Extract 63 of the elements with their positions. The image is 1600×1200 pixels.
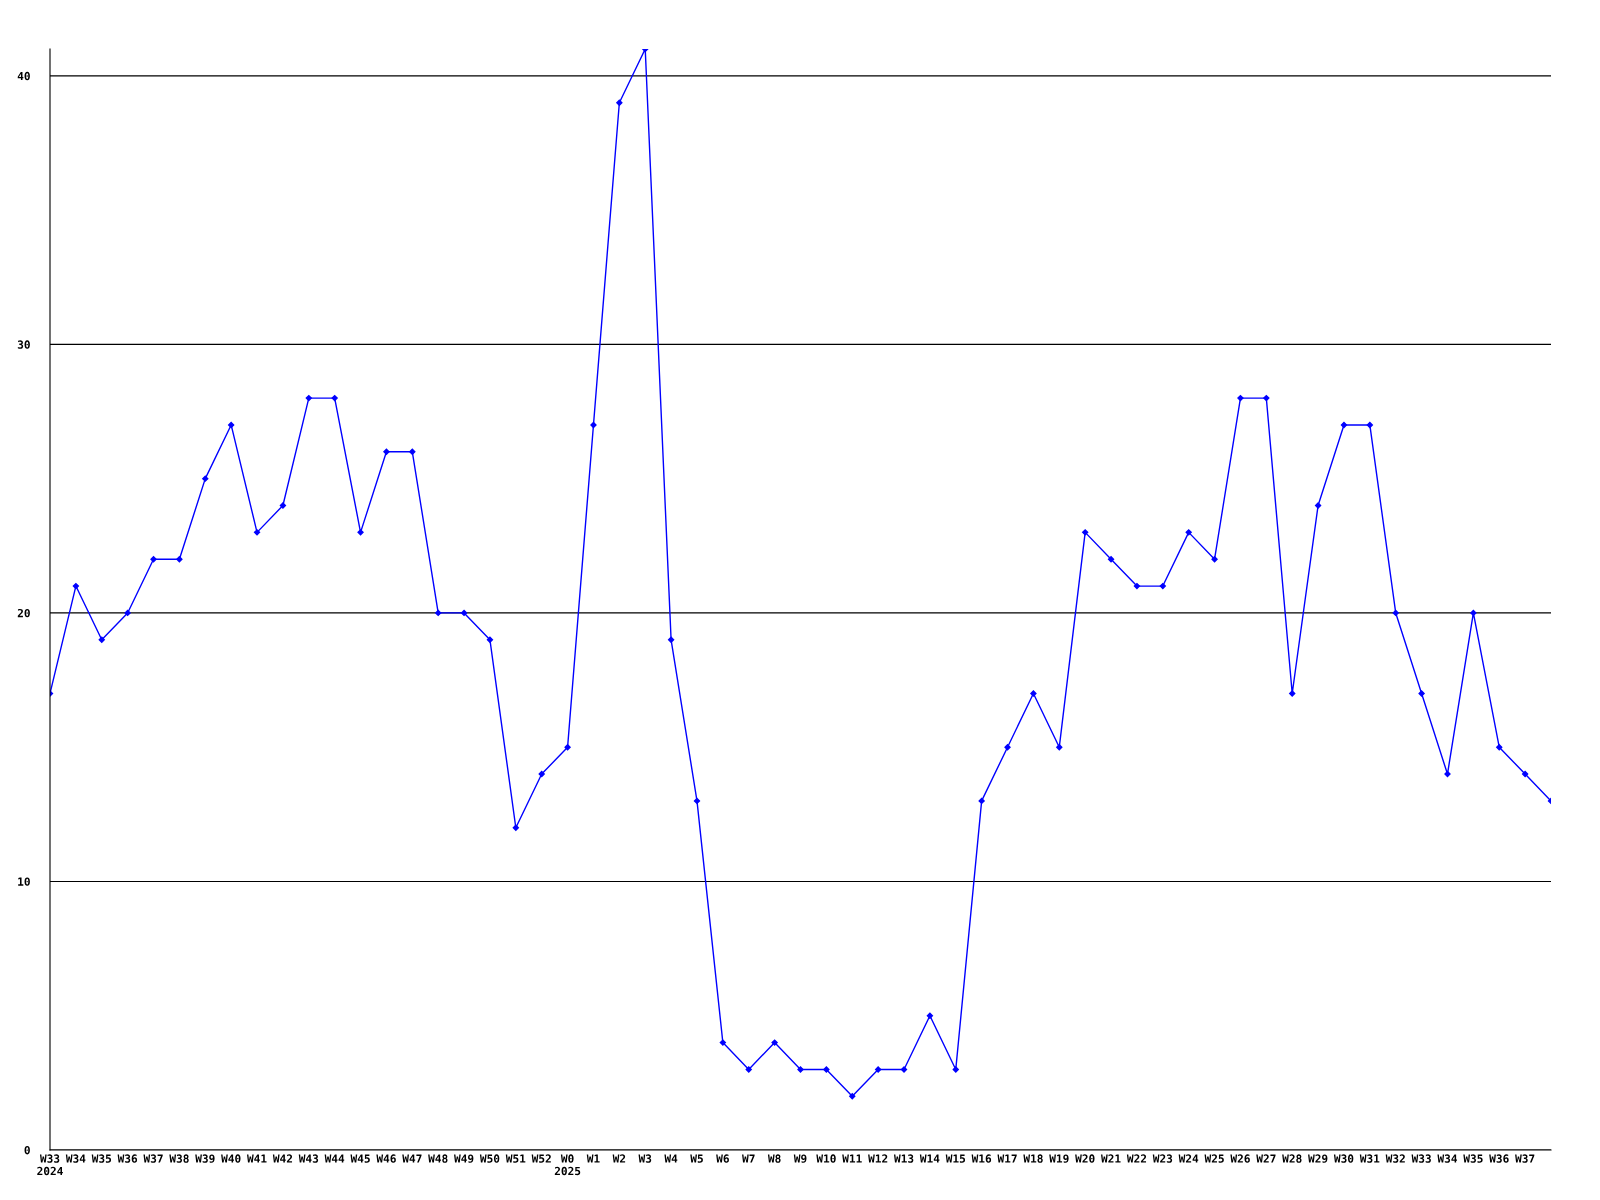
- x-tick-label: W37: [143, 1154, 163, 1163]
- x-tick-label: W37: [1515, 1154, 1535, 1163]
- x-tick-label: W12: [868, 1154, 888, 1163]
- x-tick-label: W18: [1023, 1154, 1043, 1163]
- y-tick-label: 0: [24, 1145, 30, 1155]
- x-tick-label: W9: [793, 1154, 807, 1163]
- x-tick-label: W38: [169, 1154, 189, 1163]
- y-tick-label: 20: [17, 608, 30, 618]
- x-tick-label: W31: [1359, 1154, 1380, 1163]
- x-tick-label: W30: [1333, 1154, 1354, 1163]
- y-tick-label: 30: [17, 340, 30, 349]
- x-tick-label: W22: [1126, 1154, 1147, 1163]
- x-tick-label: W48: [428, 1154, 448, 1163]
- x-tick-label: W23: [1152, 1154, 1173, 1163]
- x-tick-label: W25: [1204, 1154, 1224, 1163]
- x-tick-label: W29: [1308, 1154, 1328, 1163]
- x-tick-label: W15: [945, 1154, 966, 1163]
- x-tick-label: W11: [842, 1154, 862, 1163]
- x-tick-label: W21: [1101, 1154, 1121, 1163]
- x-tick-label: W17: [997, 1154, 1017, 1163]
- x-tick-label: W7: [742, 1154, 755, 1163]
- x-tick-label: W52: [531, 1154, 551, 1163]
- x-tick-label: W36: [117, 1154, 138, 1163]
- x-tick-label: W10: [816, 1154, 836, 1163]
- x-tick-label: W32: [1385, 1154, 1405, 1163]
- x-tick-label: W27: [1256, 1154, 1276, 1163]
- x-tick-label: W4: [664, 1154, 678, 1163]
- x-tick-label: W6: [716, 1154, 729, 1163]
- x-tick-label: W40: [221, 1154, 241, 1163]
- x-tick-label: W47: [402, 1154, 422, 1163]
- x-tick-label: W43: [298, 1154, 319, 1163]
- x-tick-label: W42: [272, 1154, 293, 1163]
- x-tick-label: W2: [612, 1154, 626, 1163]
- x-tick-label: W26: [1230, 1154, 1250, 1163]
- y-tick-label: 10: [18, 877, 30, 886]
- x-tick-label: W28: [1282, 1154, 1302, 1163]
- x-tick-label: W5: [690, 1154, 703, 1163]
- x-tick-label: W51: [505, 1154, 526, 1163]
- x-tick-label: W36: [1489, 1154, 1509, 1163]
- x-tick-label: W13: [893, 1154, 914, 1163]
- x-tick-label: W0 2025: [554, 1154, 581, 1176]
- x-tick-label: W16: [971, 1154, 992, 1163]
- x-tick-label: W19: [1049, 1154, 1069, 1163]
- x-tick-label: W46: [376, 1154, 396, 1163]
- x-tick-label: W33 2024: [37, 1154, 63, 1176]
- y-tick-label: 40: [17, 71, 30, 81]
- x-tick-label: W8: [767, 1154, 781, 1163]
- x-tick-label: W34: [65, 1154, 86, 1163]
- x-tick-label: W44: [324, 1154, 345, 1163]
- x-tick-label: W24: [1178, 1154, 1199, 1163]
- x-tick-label: W20: [1075, 1154, 1095, 1163]
- x-tick-label: W45: [350, 1154, 370, 1163]
- x-tick-label: W35: [91, 1154, 112, 1163]
- x-tick-label: W41: [247, 1154, 267, 1163]
- x-tick-label: W3: [638, 1154, 652, 1163]
- x-tick-label: W50: [479, 1154, 500, 1163]
- x-tick-label: W49: [454, 1154, 474, 1163]
- x-tick-label: W1: [586, 1154, 600, 1163]
- x-tick-label: W14: [919, 1154, 940, 1163]
- x-tick-label: W33: [1411, 1154, 1431, 1163]
- x-tick-label: W39: [195, 1154, 215, 1163]
- x-tick-label: W34: [1437, 1154, 1458, 1163]
- x-tick-label: W35: [1463, 1154, 1483, 1163]
